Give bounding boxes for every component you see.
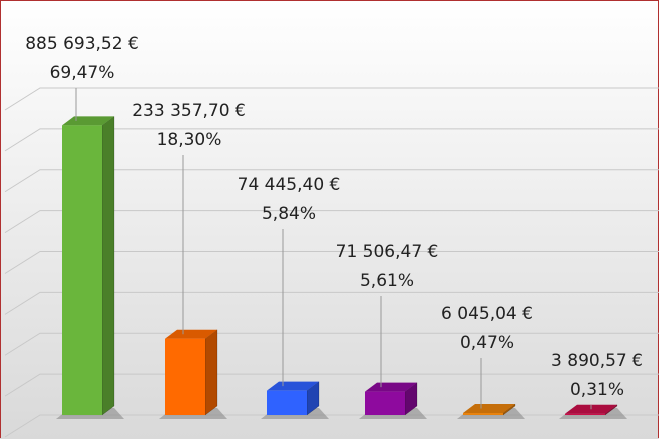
bar-side-shade — [102, 116, 114, 415]
bar-top — [365, 382, 417, 392]
bar-side-shade — [405, 382, 417, 415]
value-label: 6 045,04 € — [441, 304, 533, 324]
bar-top-shade — [365, 382, 417, 392]
grid-line — [4, 210, 659, 234]
value-label: 71 506,47 € — [336, 242, 439, 262]
grid-line — [4, 291, 659, 315]
value-label: 74 445,40 € — [238, 175, 341, 195]
grid-line — [4, 251, 659, 274]
bar-top-shade — [62, 116, 114, 126]
percent-label: 5,84% — [262, 204, 316, 224]
grid-line — [4, 169, 659, 193]
plot: 885 693,52 € 69,47% 233 357,70 € 18,30% 74 4… — [4, 34, 659, 438]
percent-label: 0,31% — [570, 380, 624, 400]
bar-side-shade — [307, 381, 319, 415]
grid-line — [4, 373, 659, 397]
bar-top — [267, 381, 319, 391]
percent-label: 69,47% — [50, 63, 115, 83]
bar-side-shade — [503, 404, 515, 415]
percent-label: 0,47% — [460, 333, 514, 353]
bar-side-shade — [205, 329, 217, 415]
value-label: 885 693,52 € — [25, 34, 139, 54]
bar-top — [165, 329, 217, 339]
grid-line — [4, 414, 659, 438]
bar — [62, 125, 102, 415]
grid-line — [4, 332, 659, 356]
grid-line — [4, 87, 659, 111]
grid-line — [4, 128, 659, 152]
bar — [565, 413, 605, 415]
percent-label: 5,61% — [360, 271, 414, 291]
bar — [365, 391, 405, 415]
value-label: 233 357,70 € — [132, 101, 246, 121]
bar-top — [62, 116, 114, 126]
value-label: 3 890,57 € — [551, 351, 643, 371]
bar — [165, 338, 205, 415]
bar-top — [463, 404, 515, 414]
percent-label: 18,30% — [157, 130, 222, 150]
bar — [463, 413, 503, 415]
bar-top-shade — [463, 404, 515, 414]
bar-top-shade — [165, 329, 217, 339]
bar-side-shade — [605, 404, 617, 415]
bar — [267, 390, 307, 415]
bar-top-shade — [267, 381, 319, 391]
